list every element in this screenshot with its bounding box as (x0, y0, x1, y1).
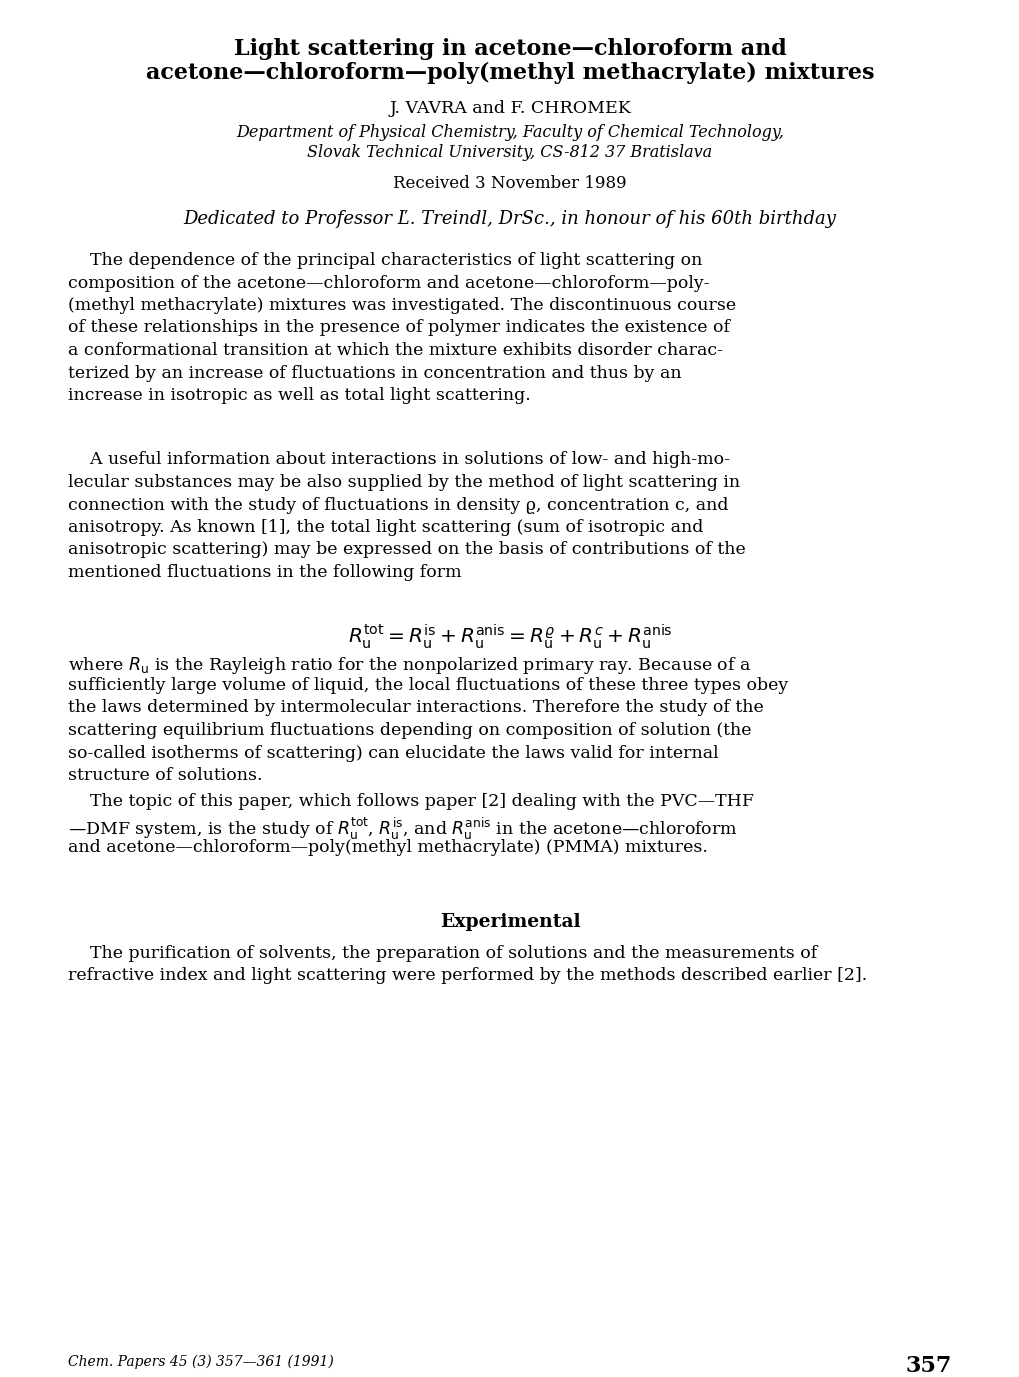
Text: where $R_{\mathrm{u}}$ is the Rayleigh ratio for the nonpolarized primary ray. B: where $R_{\mathrm{u}}$ is the Rayleigh r… (68, 654, 751, 676)
Text: the laws determined by intermolecular interactions. Therefore the study of the: the laws determined by intermolecular in… (68, 700, 763, 716)
Text: scattering equilibrium fluctuations depending on composition of solution (the: scattering equilibrium fluctuations depe… (68, 722, 751, 739)
Text: lecular substances may be also supplied by the method of light scattering in: lecular substances may be also supplied … (68, 474, 740, 492)
Text: $R_{\mathrm{u}}^{\mathrm{tot}} = R_{\mathrm{u}}^{\mathrm{is}} + R_{\mathrm{u}}^{: $R_{\mathrm{u}}^{\mathrm{tot}} = R_{\mat… (347, 622, 672, 651)
Text: mentioned fluctuations in the following form: mentioned fluctuations in the following … (68, 565, 462, 581)
Text: sufficiently large volume of liquid, the local fluctuations of these three types: sufficiently large volume of liquid, the… (68, 677, 788, 694)
Text: so-called isotherms of scattering) can elucidate the laws valid for internal: so-called isotherms of scattering) can e… (68, 745, 718, 761)
Text: (methyl methacrylate) mixtures was investigated. The discontinuous course: (methyl methacrylate) mixtures was inves… (68, 297, 736, 314)
Text: The topic of this paper, which follows paper [2] dealing with the PVC—THF: The topic of this paper, which follows p… (68, 793, 753, 811)
Text: Received 3 November 1989: Received 3 November 1989 (392, 175, 627, 191)
Text: Slovak Technical University, CS-812 37 Bratislava: Slovak Technical University, CS-812 37 B… (307, 145, 712, 161)
Text: increase in isotropic as well as total light scattering.: increase in isotropic as well as total l… (68, 387, 530, 403)
Text: anisotropy. As known [1], the total light scattering (sum of isotropic and: anisotropy. As known [1], the total ligh… (68, 519, 703, 536)
Text: —DMF system, is the study of $R_{\mathrm{u}}^{\mathrm{tot}}$, $R_{\mathrm{u}}^{\: —DMF system, is the study of $R_{\mathrm… (68, 817, 737, 843)
Text: acetone—chloroform—poly(methyl methacrylate) mixtures: acetone—chloroform—poly(methyl methacryl… (146, 62, 873, 84)
Text: Chem. Papers 45 (3) 357—361 (1991): Chem. Papers 45 (3) 357—361 (1991) (68, 1355, 333, 1369)
Text: Light scattering in acetone—chloroform and: Light scattering in acetone—chloroform a… (233, 39, 786, 61)
Text: The purification of solvents, the preparation of solutions and the measurements : The purification of solvents, the prepar… (68, 945, 816, 963)
Text: J. VAVRA and F. CHROMEK: J. VAVRA and F. CHROMEK (388, 101, 631, 117)
Text: connection with the study of fluctuations in density ϱ, concentration c, and: connection with the study of fluctuation… (68, 497, 728, 514)
Text: refractive index and light scattering were performed by the methods described ea: refractive index and light scattering we… (68, 968, 866, 985)
Text: Dedicated to Professor Ľ. Treindl, DrSc., in honour of his 60th birthday: Dedicated to Professor Ľ. Treindl, DrSc.… (183, 211, 836, 229)
Text: anisotropic scattering) may be expressed on the basis of contributions of the: anisotropic scattering) may be expressed… (68, 541, 745, 559)
Text: of these relationships in the presence of polymer indicates the existence of: of these relationships in the presence o… (68, 319, 730, 336)
Text: composition of the acetone—chloroform and acetone—chloroform—poly-: composition of the acetone—chloroform an… (68, 274, 709, 292)
Text: terized by an increase of fluctuations in concentration and thus by an: terized by an increase of fluctuations i… (68, 365, 681, 381)
Text: and acetone—chloroform—poly(methyl methacrylate) (PMMA) mixtures.: and acetone—chloroform—poly(methyl metha… (68, 839, 707, 855)
Text: a conformational transition at which the mixture exhibits disorder charac-: a conformational transition at which the… (68, 341, 722, 359)
Text: Department of Physical Chemistry, Faculty of Chemical Technology,: Department of Physical Chemistry, Facult… (235, 124, 784, 140)
Text: structure of solutions.: structure of solutions. (68, 767, 262, 784)
Text: Experimental: Experimental (439, 913, 580, 931)
Text: 357: 357 (905, 1355, 951, 1377)
Text: A useful information about interactions in solutions of low- and high-mo-: A useful information about interactions … (68, 452, 730, 468)
Text: The dependence of the principal characteristics of light scattering on: The dependence of the principal characte… (68, 252, 702, 269)
